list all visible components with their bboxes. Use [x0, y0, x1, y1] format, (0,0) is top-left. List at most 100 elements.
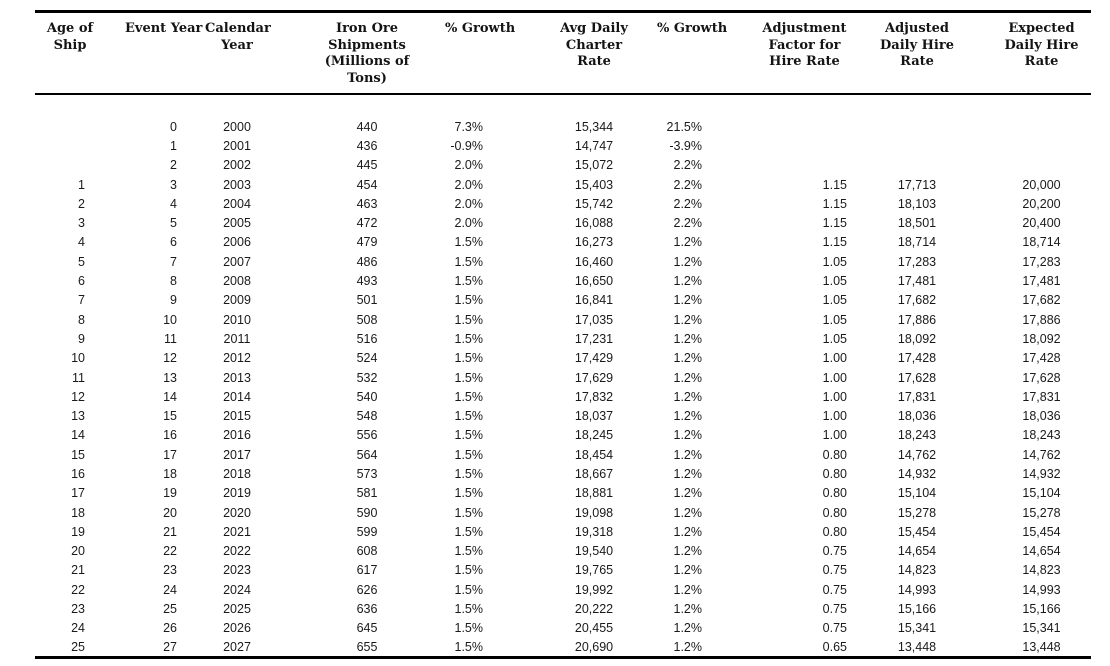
- cell: 479: [356, 235, 378, 250]
- cell: 1.2%: [673, 409, 703, 424]
- cell: 1.2%: [673, 254, 703, 269]
- cell: 0.80: [822, 466, 847, 481]
- cell: 17,428: [1022, 351, 1061, 366]
- cell: 16,841: [574, 293, 614, 308]
- cell: 1.05: [822, 274, 847, 289]
- cell: 1: [78, 177, 85, 192]
- cell: 18,036: [897, 409, 937, 424]
- table-row: 10 12 2012 524 1.5% 17,429 1.2% 1.00 17,428 17,42…: [35, 349, 1091, 368]
- cell: 17: [163, 447, 177, 462]
- table-body: 0 2000 440 7.3% 15,344 21.5% 1 2001 436 -0.9% 14,7…: [35, 94, 1091, 657]
- cell: 1.2%: [673, 389, 703, 404]
- cell: 2.0%: [454, 177, 484, 192]
- cell: 1.5%: [454, 486, 484, 501]
- cell: 6: [78, 274, 85, 289]
- cell: 5: [170, 216, 177, 231]
- cell: 2.2%: [673, 158, 703, 173]
- table-row: 5 7 2007 486 1.5% 16,460 1.2% 1.05 17,283 17,283: [35, 252, 1091, 271]
- cell: 2027: [223, 639, 251, 654]
- cell: 4: [78, 235, 85, 250]
- cell: 1.2%: [673, 486, 703, 501]
- cell: 655: [356, 639, 378, 654]
- cell: 1.00: [822, 389, 847, 404]
- cell: 2013: [223, 370, 251, 385]
- cell: 20,200: [1022, 196, 1061, 211]
- cell: 15,166: [897, 602, 937, 617]
- cell: 1.2%: [673, 544, 703, 559]
- cell: 2021: [223, 524, 251, 539]
- cell: 1.2%: [673, 582, 703, 597]
- cell: 1.00: [822, 370, 847, 385]
- cell: 20,000: [1022, 177, 1061, 192]
- cell: 1.2%: [673, 563, 703, 578]
- cell: 14,932: [1022, 466, 1061, 481]
- cell: [717, 136, 877, 155]
- table-row: 18 20 2020 590 1.5% 19,098 1.2% 0.80 15,278 15,27…: [35, 503, 1091, 522]
- cell: 1.5%: [454, 639, 484, 654]
- cell: 12: [71, 389, 85, 404]
- cell: 556: [356, 428, 378, 443]
- cell: 21: [163, 524, 177, 539]
- cell: 27: [163, 639, 177, 654]
- ship-hire-rate-table: Age of Ship Event Year Calendar Year Iro…: [35, 10, 1091, 659]
- cell: 486: [356, 254, 378, 269]
- cell: 17,283: [897, 254, 937, 269]
- cell: [35, 117, 105, 136]
- cell: 18,037: [574, 409, 614, 424]
- cell: 16,088: [574, 216, 614, 231]
- cell: 2009: [223, 293, 251, 308]
- cell: [717, 117, 877, 136]
- cell: 1.2%: [673, 312, 703, 327]
- table-row: 16 18 2018 573 1.5% 18,667 1.2% 0.80 14,932 14,93…: [35, 464, 1091, 483]
- cell: 19: [163, 486, 177, 501]
- cell: 13,448: [1022, 639, 1061, 654]
- col-header-calendar-year: Calendar Year: [185, 11, 289, 95]
- cell: 7: [170, 254, 177, 269]
- table-row: 22 24 2024 626 1.5% 19,992 1.2% 0.75 14,993 14,99…: [35, 580, 1091, 599]
- cell: 18,881: [574, 486, 614, 501]
- col-header-expected-hire-rate: Expected Daily Hire Rate: [957, 11, 1091, 95]
- cell: 2.2%: [673, 216, 703, 231]
- cell: 581: [356, 486, 378, 501]
- cell: 454: [356, 177, 378, 192]
- table-row: 14 16 2016 556 1.5% 18,245 1.2% 1.00 18,243 18,24…: [35, 426, 1091, 445]
- cell: 2011: [223, 331, 251, 346]
- table-row: 1 3 2003 454 2.0% 15,403 2.2% 1.15 17,713 20,000: [35, 175, 1091, 194]
- cell: 20,690: [574, 639, 614, 654]
- cell: 20,400: [1022, 216, 1061, 231]
- cell: [877, 136, 957, 155]
- cell: 15,278: [1022, 505, 1061, 520]
- cell: 0.80: [822, 524, 847, 539]
- cell: 1.5%: [454, 544, 484, 559]
- cell: 13: [163, 370, 177, 385]
- cell: 1.05: [822, 293, 847, 308]
- cell: 26: [163, 621, 177, 636]
- cell: [877, 117, 957, 136]
- cell: 18,714: [897, 235, 937, 250]
- cell: 1.5%: [454, 466, 484, 481]
- cell: 18,454: [574, 447, 614, 462]
- cell: [957, 117, 1091, 136]
- col-header-avg-daily-charter: Avg Daily Charter Rate: [501, 11, 657, 95]
- spacer-row: [35, 94, 1091, 117]
- cell: 25: [71, 639, 85, 654]
- cell: 501: [356, 293, 378, 308]
- cell: 1.2%: [673, 621, 703, 636]
- cell: 15,341: [1022, 621, 1061, 636]
- cell: 13: [71, 409, 85, 424]
- cell: 15,454: [897, 524, 937, 539]
- cell: 1.5%: [454, 447, 484, 462]
- cell: 17,886: [897, 312, 937, 327]
- cell: -3.9%: [669, 138, 702, 153]
- cell: 17,682: [897, 293, 937, 308]
- cell: 2002: [223, 158, 251, 173]
- cell: 626: [356, 582, 378, 597]
- cell: 2025: [223, 602, 251, 617]
- cell: 1.2%: [673, 639, 703, 654]
- table-row: 21 23 2023 617 1.5% 19,765 1.2% 0.75 14,823 14,82…: [35, 561, 1091, 580]
- cell: 645: [356, 621, 378, 636]
- cell: 1.05: [822, 312, 847, 327]
- table-row: 2 2002 445 2.0% 15,072 2.2%: [35, 156, 1091, 175]
- cell: 10: [163, 312, 177, 327]
